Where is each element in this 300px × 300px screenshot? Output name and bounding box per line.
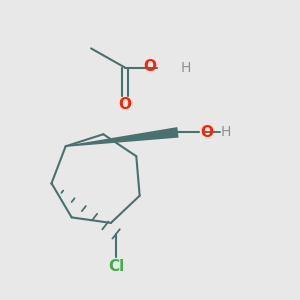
Text: Cl: Cl bbox=[108, 259, 124, 274]
Text: O: O bbox=[143, 59, 156, 74]
Polygon shape bbox=[66, 127, 178, 147]
Text: H: H bbox=[221, 125, 231, 139]
Text: O: O bbox=[200, 125, 213, 140]
Text: H: H bbox=[181, 61, 191, 75]
Text: O: O bbox=[118, 97, 131, 112]
